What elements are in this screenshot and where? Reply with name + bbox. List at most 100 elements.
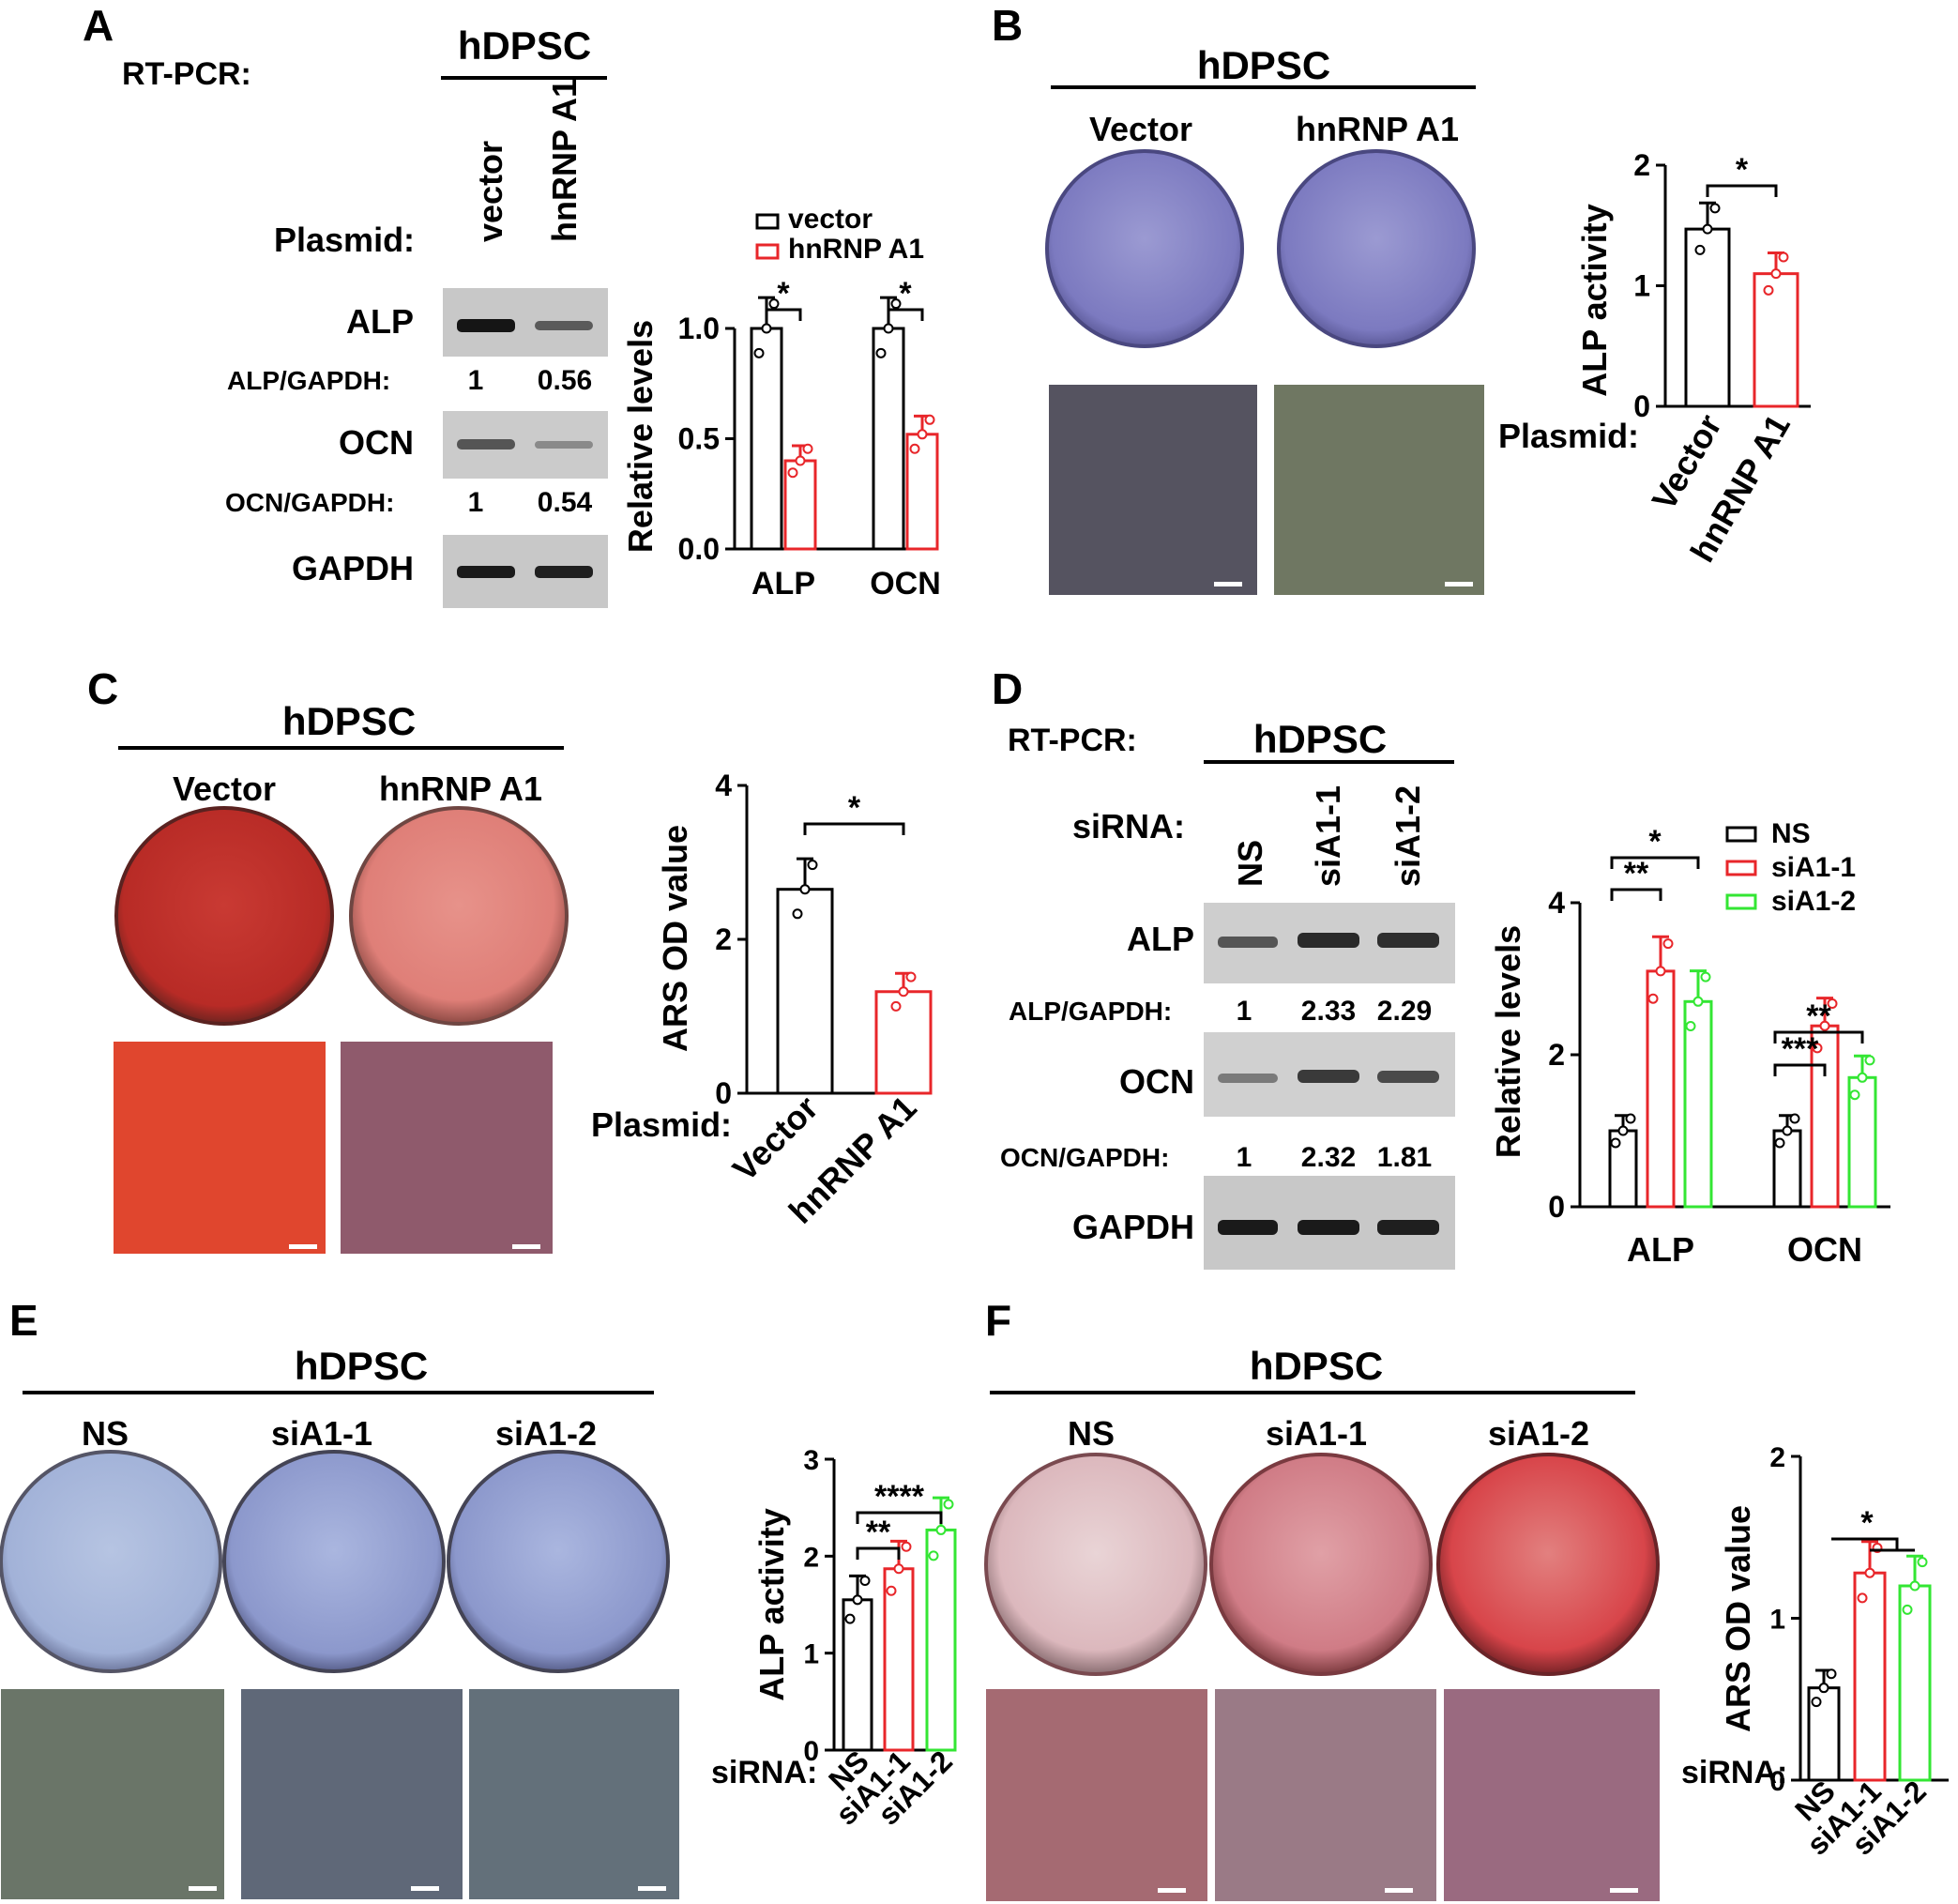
chart-E-y-tick-label: 0 [803,1736,819,1767]
chart-B-bar-1 [1753,272,1799,408]
chart-F-bar-2-point [1902,1604,1913,1615]
chart-D-bar-0-1-point [1789,1113,1800,1124]
panel-d-lane-sia1-2: siA1-2 [1389,785,1427,887]
chart-D-bar-1-0-point [1655,966,1666,977]
panel-a-method: RT-PCR: [122,56,251,92]
chart-E-bar-2-point [943,1499,954,1510]
band-a-alp-hnrnp [535,321,593,330]
chart-B-bar-0-point [1709,203,1721,214]
chart-F-bar-0-point [1818,1683,1829,1694]
scale-bar [289,1244,317,1249]
chart-F-bar-2-point [1909,1580,1920,1592]
chart-A-category: OCN [870,566,941,602]
chart-D-legend-swatch [1725,860,1757,876]
panel-d-alp-ratio-label: ALP/GAPDH: [1009,997,1172,1026]
chart-F-bar-2 [1898,1584,1932,1782]
panel-d-ocn-label: OCN [1119,1062,1194,1101]
chart-A-legend-swatch [755,213,780,230]
panel-a-lane-vector: vector [471,141,509,242]
panel-d-gapdh-label: GAPDH [1072,1208,1194,1246]
chart-D-bar-0-0-point [1617,1125,1629,1136]
chart-D-bar-0-0-point [1610,1137,1621,1149]
chart-F-bar-0-point [1826,1668,1837,1680]
micro-e-ns [1,1689,224,1899]
micro-e-sia1-2 [469,1689,679,1899]
panel-d-cell: hDPSC [1253,717,1387,761]
dish-f-ns [984,1453,1207,1676]
panel-e: E hDPSC NS siA1-1 siA1-2 siRNA: [0,1296,817,1899]
panel-c-group-hnrnp: hnRNP A1 [379,769,542,808]
band-a-ocn-vector [457,439,515,449]
chart-D-sig [1773,1030,1864,1043]
micro-b-vector-stain [1049,385,1257,595]
chart-A-y-tick-label: 0.0 [678,532,720,566]
chart-B-y-label: ALP activity [1575,204,1614,396]
micro-b-vector [1049,385,1257,595]
chart-D-legend-swatch [1725,893,1757,910]
chart-A-bar-0-0 [750,327,783,551]
micro-e-sia1-1 [241,1689,463,1899]
panel-a-alp-label: ALP [346,302,414,341]
chart-A-legend-label: vector [788,204,873,235]
panel-a-cell: hDPSC [458,23,591,68]
dish-c-vector [114,806,334,1026]
chart-C-bar-1-point [905,971,917,982]
chart-E-bar-1-point [886,1585,897,1596]
chart-A-bar-1-1-point [924,414,935,425]
dish-c-hnrnp [349,806,569,1026]
panel-a-ocn-ratio-hnrnp: 0.54 [538,487,593,518]
chart-D-sig-label: *** [1782,1031,1819,1067]
panel-d-sirna-label: siRNA: [1072,807,1185,845]
chart-B-bar-0 [1684,227,1731,408]
chart-E-bar-0-point [852,1594,863,1606]
chart-A-bar-1-1 [905,433,939,551]
band-a-gapdh-vector [457,566,515,578]
band-d-alp-ns [1218,937,1278,948]
chart-A-bar-1-1-point [917,429,928,440]
panel-c: C hDPSC Vector hnRNP A1 Plasmid: [87,664,732,1254]
chart-A-sig [765,308,802,321]
chart-A-bar-0-1-point [875,347,887,358]
chart-A-sig [887,308,924,321]
panel-d-alp-ratio-sia1-1: 2.33 [1301,996,1356,1027]
panel-b-group-hnrnp: hnRNP A1 [1296,110,1459,148]
scale-bar [411,1886,439,1891]
chart-D-bar-2-1-point [1864,1055,1875,1066]
chart-D-sig-label: * [1648,824,1662,860]
panel-c-cell: hDPSC [282,699,416,743]
chart-B-bar-1-point [1763,284,1774,296]
chart-B-sig-label: * [1736,152,1749,188]
chart-C-y-tick-label: 0 [715,1076,732,1110]
panel-b-group-vector: Vector [1089,110,1192,148]
chart-A-bar-0-1 [872,327,905,551]
micro-f-sia1-1 [1215,1689,1436,1901]
panel-f-cell: hDPSC [1250,1344,1383,1388]
chart-E-bar-2 [925,1528,957,1752]
panel-d: D RT-PCR: hDPSC siRNA: NS siA1-1 siA1-2 … [992,664,1455,1270]
panel-f-group-sia1-1: siA1-1 [1266,1414,1367,1453]
chart-F-bar-1-point [1857,1592,1868,1604]
chart-D-bar-2-0-point [1700,971,1711,982]
chart-C-bar-1-point [890,1000,902,1012]
panel-a-letter: A [83,1,114,50]
panel-a-alp-ratio-hnrnp: 0.56 [538,365,592,396]
band-a-alp-vector [457,319,515,332]
panel-e-sirna-label: siRNA: [711,1755,817,1790]
scale-bar [1158,1888,1186,1893]
panel-a-ocn-ratio-vector: 1 [468,487,484,518]
chart-D-bar-0-0-point [1625,1113,1636,1124]
dish-b-hnrnp [1277,149,1476,348]
panel-e-letter: E [9,1296,38,1345]
panel-d-alp-ratio-sia1-2: 2.29 [1377,996,1432,1027]
panel-e-group-ns: NS [82,1414,129,1453]
chart-B-bar-0-point [1694,244,1706,255]
chart-A-y-tick-label: 1.0 [678,312,720,345]
micro-f-sia1-2 [1444,1689,1660,1901]
chart-A-bar-1-1-point [909,443,920,454]
chart-D-bar-1-1-point [1827,998,1838,1010]
chart-D-bar-2-1-point [1857,1072,1868,1083]
chart-D-bar-0-1-point [1774,1137,1785,1149]
chart-E-y-tick-label: 1 [803,1639,819,1670]
chart-A-y-label: Relative levels [621,320,660,553]
chart-C-bar-0-point [807,860,818,871]
